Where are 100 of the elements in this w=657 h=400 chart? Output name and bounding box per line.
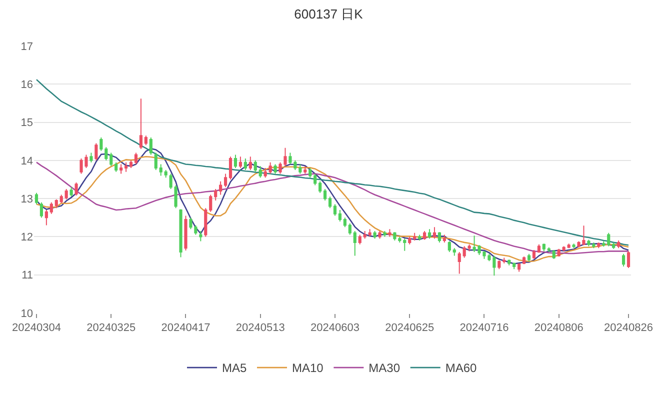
- candlestick: [537, 244, 541, 254]
- candlestick: [358, 234, 362, 245]
- x-tick-label: 20240304: [12, 322, 61, 334]
- candlestick: [94, 142, 98, 161]
- candlestick: [448, 240, 451, 252]
- candlestick: [542, 243, 546, 252]
- candlestick: [40, 202, 44, 218]
- candlestick: [557, 248, 560, 258]
- candlestick: [268, 162, 272, 174]
- candlestick: [154, 152, 158, 170]
- candlestick: [508, 259, 511, 266]
- candlestick: [552, 250, 556, 260]
- candlestick: [498, 260, 501, 270]
- candlestick: [413, 232, 416, 242]
- candlestick: [602, 240, 606, 248]
- candlestick: [34, 192, 38, 205]
- x-tick-label: 20240513: [236, 322, 285, 334]
- candlestick: [388, 228, 392, 238]
- y-tick-label: 13: [20, 193, 33, 206]
- candlestick: [567, 243, 570, 249]
- y-tick-label: 16: [20, 78, 33, 91]
- x-tick-label: 20240716: [460, 322, 509, 334]
- candlestick: [318, 180, 322, 194]
- candlestick: [214, 188, 218, 201]
- y-tick-label: 11: [22, 270, 33, 282]
- candlestick: [378, 230, 382, 240]
- chart-title: 600137 日K: [294, 6, 364, 22]
- candlestick: [626, 250, 630, 268]
- candlestick: [343, 217, 346, 228]
- candlestick: [333, 204, 337, 216]
- candlestick: [100, 137, 103, 152]
- candlestick: [199, 230, 202, 242]
- legend-label: MA30: [368, 361, 400, 376]
- candlestick: [527, 253, 531, 262]
- y-tick-label: 14: [20, 155, 33, 168]
- candlestick: [304, 166, 307, 174]
- x-tick-label: 20240603: [310, 322, 360, 334]
- candlestick: [452, 248, 456, 256]
- x-tick-label: 20240826: [604, 322, 653, 334]
- candlestick: [338, 210, 342, 222]
- candlestick: [572, 243, 576, 249]
- candlestick: [383, 230, 386, 238]
- candlestick: [74, 182, 78, 196]
- candlestick: [124, 162, 128, 172]
- candlestick: [438, 232, 442, 243]
- candlestick: [110, 152, 113, 167]
- candlestick: [522, 256, 526, 265]
- line-series: [36, 78, 630, 246]
- x-tick-label: 20240325: [86, 322, 136, 334]
- candlestick: [139, 98, 143, 150]
- candlestick: [264, 168, 267, 178]
- candlestick: [462, 246, 466, 258]
- candlestick: [442, 234, 446, 243]
- candlestick: [54, 198, 58, 209]
- candlestick: [612, 242, 616, 250]
- x-tick-label: 20240806: [534, 322, 584, 334]
- candlestick: [328, 196, 332, 209]
- x-tick-label: 20240625: [385, 322, 434, 334]
- candlestick: [204, 208, 208, 238]
- candlestick: [144, 135, 148, 146]
- candlestick: [458, 251, 461, 274]
- y-tick-label: 17: [20, 40, 33, 53]
- candlestick: [104, 146, 108, 161]
- y-tick-label: 15: [20, 117, 33, 130]
- candlestick: [353, 230, 356, 256]
- candlestick: [562, 246, 566, 252]
- candlestick: [238, 156, 242, 169]
- candlestick: [224, 173, 228, 188]
- legend-label: MA10: [292, 361, 324, 376]
- candlestick: [129, 160, 133, 169]
- legend-label: MA60: [445, 361, 478, 376]
- candlestick: [254, 160, 257, 172]
- candlestick: [219, 180, 222, 196]
- candlestick: [428, 228, 432, 240]
- candlestick: [209, 194, 212, 212]
- y-tick-label: 12: [20, 232, 33, 244]
- candlestick: [393, 232, 396, 242]
- candlestick: [422, 230, 426, 240]
- candlestick: [50, 202, 53, 214]
- candlestick: [408, 236, 412, 245]
- candlestick: [228, 156, 232, 180]
- candlestick: [547, 246, 550, 252]
- candlestick: [90, 152, 93, 163]
- candlestick: [502, 257, 506, 264]
- candlestick: [418, 234, 422, 242]
- candlestick: [184, 215, 188, 251]
- candlestick: [70, 186, 73, 198]
- candlestick: [314, 173, 317, 186]
- candlestick: [512, 262, 516, 270]
- candlestick: [323, 188, 327, 201]
- candlestick: [234, 154, 238, 169]
- candlestick: [258, 166, 262, 178]
- x-tick-label: 20240417: [161, 322, 210, 334]
- candlestick: [373, 230, 376, 240]
- candlestick: [134, 152, 138, 165]
- legend-label: MA5: [222, 361, 247, 376]
- candlestick: [164, 169, 168, 178]
- candlestick: [617, 240, 620, 249]
- candlestick: [622, 253, 626, 267]
- y-tick-label: 10: [20, 308, 33, 320]
